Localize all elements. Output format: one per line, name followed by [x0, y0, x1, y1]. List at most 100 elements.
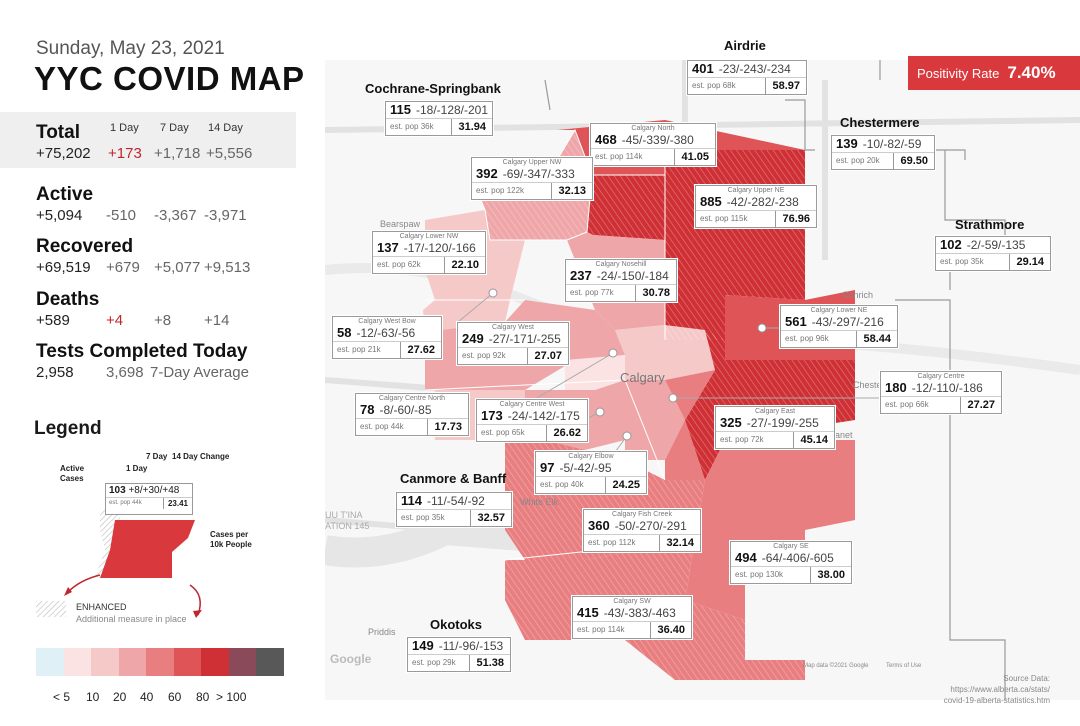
region-card-active: 149 — [412, 638, 434, 653]
region-card: Calgary Upper NW 392 -69/-347/-333 est. pop… — [471, 157, 593, 200]
legend-per10k-2: 10k People — [210, 540, 252, 549]
region-card-name: Calgary Centre North — [378, 395, 446, 402]
region-card-changes: -23/-243/-234 — [718, 62, 791, 76]
region-card-pop: est. pop 36k — [390, 122, 434, 131]
total-value: +75,202 — [36, 145, 91, 162]
label-canmore: Canmore & Banff — [400, 471, 507, 486]
region-card-name: Calgary SE — [773, 543, 809, 550]
map-label-priddis: Priddis — [368, 627, 396, 637]
scale-swatch — [63, 648, 91, 676]
label-airdrie: Airdrie — [724, 38, 766, 53]
label-cochrane: Cochrane-Springbank — [365, 81, 501, 96]
region-card: 114 -11/-54/-92 est. pop 35k 32.57 — [396, 492, 512, 527]
report-date: Sunday, May 23, 2021 — [36, 38, 225, 59]
scale-swatch — [201, 648, 229, 676]
enhanced-hatch-icon — [36, 601, 66, 617]
region-card-pop: est. pop 72k — [720, 435, 764, 444]
region-card-active: 325 — [720, 415, 742, 430]
region-card: 401 -23/-243/-234 est. pop 68k 58.97 — [687, 60, 807, 95]
region-card-pop: est. pop 114k — [595, 152, 643, 161]
region-card-changes: -64/-406/-605 — [761, 551, 834, 565]
region-card-active: 360 — [588, 518, 610, 533]
deaths-7day: +8 — [154, 312, 172, 329]
region-card-active: 137 — [377, 240, 399, 255]
scale-swatch — [256, 648, 284, 676]
region-card-rate: 17.73 — [427, 419, 468, 435]
deaths-14day: +14 — [204, 312, 230, 329]
region-card-rate: 69.50 — [893, 153, 934, 169]
region-card: Calgary West Bow 58 -12/-63/-56 est. pop 21… — [332, 316, 442, 359]
region-card-pop: est. pop 66k — [885, 400, 929, 409]
recovered-value: +69,519 — [36, 259, 91, 276]
recovered-1day: +679 — [106, 259, 140, 276]
region-card-changes: -17/-120/-166 — [403, 241, 476, 255]
region-card-rate: 27.62 — [400, 342, 441, 358]
region-card-active: 237 — [570, 268, 592, 283]
positivity-value: 7.40% — [1007, 63, 1056, 82]
source-url-1: https://www.alberta.ca/stats/ — [950, 685, 1050, 694]
region-card-active: 561 — [785, 314, 807, 329]
region-card: Calgary Centre North 78 -8/-60/-85 est. pop… — [355, 393, 469, 436]
label-chestermere: Chestermere — [840, 115, 920, 130]
map-label-cheste: Cheste — [853, 380, 882, 390]
region-card-name: Calgary Centre — [917, 373, 965, 380]
legend-sample-active: 103 — [109, 485, 126, 496]
region-card-changes: -69/-347/-333 — [502, 167, 575, 181]
scale-label-6: > 100 — [216, 690, 247, 704]
legend-sample-rate: 23.41 — [162, 498, 192, 509]
scale-label-4: 60 — [168, 690, 182, 704]
region-card-changes: -18/-128/-201 — [415, 103, 489, 117]
region-card-pop: est. pop 35k — [940, 257, 984, 266]
region-card-changes: -12/-110/-186 — [911, 381, 983, 395]
region-card-name: Calgary Lower NE — [810, 307, 868, 314]
label-okotoks: Okotoks — [430, 617, 483, 632]
positivity-rate-badge: Positivity Rate 7.40% — [908, 56, 1080, 90]
region-card-rate: 32.14 — [659, 535, 700, 551]
region-card-pop: est. pop 114k — [577, 625, 625, 634]
map-label-tsuu: UU T'INA — [325, 510, 363, 520]
region-card-pop: est. pop 29k — [412, 658, 456, 667]
recovered-label: Recovered — [36, 236, 134, 257]
region-card-active: 78 — [360, 402, 375, 417]
region-card: Calgary Lower NE 561 -43/-297/-216 est. pop… — [780, 305, 898, 348]
region-card: Calgary East 325 -27/-199/-255 est. pop 72k… — [715, 406, 835, 449]
region-card-rate: 27.07 — [527, 348, 568, 364]
region-card-pop: est. pop 92k — [462, 351, 506, 360]
region-card-pop: est. pop 77k — [570, 288, 614, 297]
region-card-changes: -43/-383/-463 — [603, 606, 676, 620]
scale-swatch — [36, 648, 64, 676]
col-header-14day: 14 Day — [208, 122, 243, 134]
legend-14day-label: 14 Day Change — [172, 452, 230, 461]
region-card: Calgary Upper NE 885 -42/-282/-238 est. pop… — [695, 185, 817, 228]
region-card-active: 180 — [885, 380, 907, 395]
region-card: Calgary West 249 -27/-171/-255 est. pop 92k… — [457, 322, 569, 365]
map-label-mapdata: Map data ©2021 Google — [803, 662, 869, 669]
region-card-name: Calgary SW — [613, 598, 651, 605]
region-card-pop: est. pop 115k — [700, 214, 748, 223]
region-card: Calgary Centre West 173 -24/-142/-175 est. … — [476, 399, 588, 442]
region-card-name: Calgary Upper NW — [502, 159, 562, 166]
region-card-name: Calgary Centre West — [499, 401, 565, 408]
tests-label: Tests Completed Today — [36, 341, 248, 362]
region-card: Calgary SW 415 -43/-383/-463 est. pop 114k 3… — [572, 596, 692, 639]
region-card-pop: est. pop 44k — [360, 422, 404, 431]
region-card-rate: 36.40 — [650, 622, 691, 638]
region-card-name: Calgary Fish Creek — [612, 511, 672, 518]
region-card-active: 139 — [836, 136, 858, 151]
region-card: 139 -10/-82/-59 est. pop 20k 69.50 — [831, 135, 935, 170]
region-card-changes: -42/-282/-238 — [726, 195, 799, 209]
region-card-pop: est. pop 130k — [735, 570, 784, 579]
legend-arrows — [64, 574, 202, 618]
legend-sample-pop: est. pop 44k — [109, 500, 142, 506]
page-title: YYC COVID MAP — [34, 60, 305, 97]
region-card-pop: est. pop 35k — [401, 513, 445, 522]
scale-label-1: 10 — [86, 690, 100, 704]
region-card-active: 102 — [940, 237, 962, 252]
legend-cases-label: Cases — [60, 474, 84, 483]
region-se — [685, 440, 855, 620]
map-label-google: Google — [330, 652, 372, 666]
col-header-1day: 1 Day — [110, 122, 139, 134]
map-label-whiteelk: White Elk — [520, 497, 559, 507]
region-card-active: 468 — [595, 132, 617, 147]
scale-swatch — [173, 648, 201, 676]
